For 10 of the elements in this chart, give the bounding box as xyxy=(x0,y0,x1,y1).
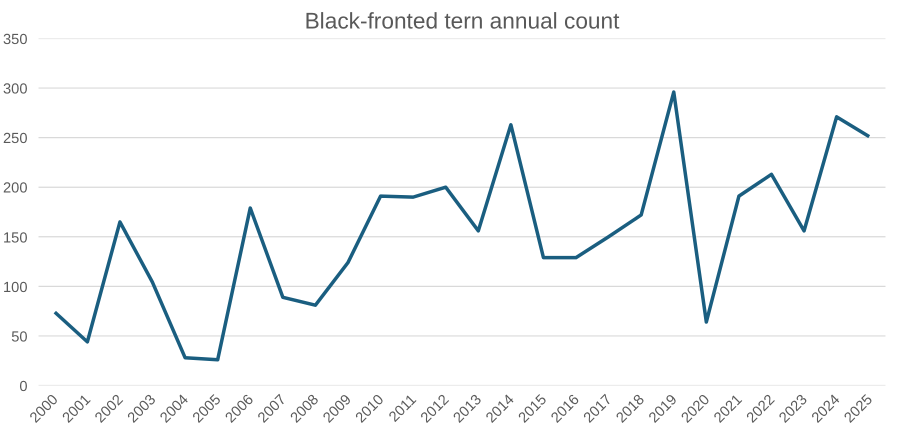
chart-title: Black-fronted tern annual count xyxy=(304,8,620,34)
y-tick-label: 0 xyxy=(19,379,28,395)
y-tick-label: 150 xyxy=(3,230,28,246)
line-series xyxy=(53,90,871,362)
y-tick-label: 350 xyxy=(3,32,28,48)
y-tick-label: 50 xyxy=(11,329,28,346)
y-tick-label: 100 xyxy=(3,280,28,296)
y-tick-label: 300 xyxy=(3,82,28,98)
y-tick-label: 200 xyxy=(3,180,28,197)
y-tick-label: 250 xyxy=(3,131,28,148)
